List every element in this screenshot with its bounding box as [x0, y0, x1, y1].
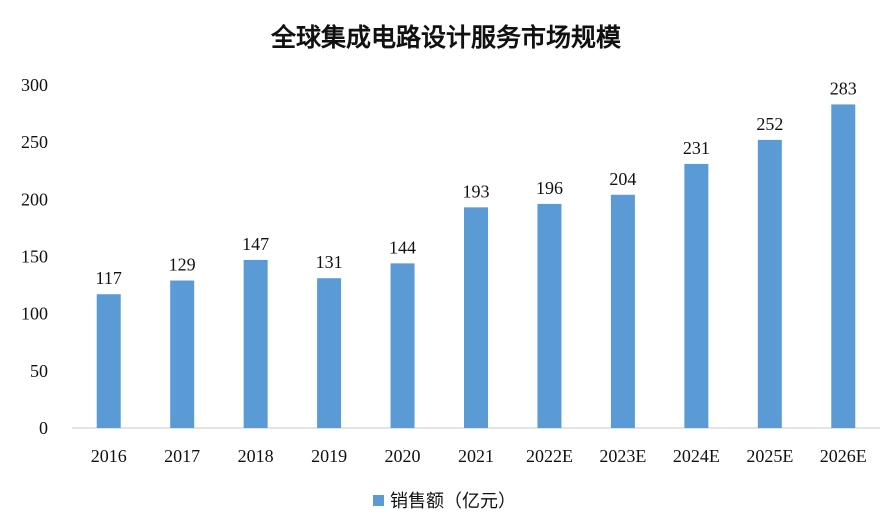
bar: [537, 203, 562, 428]
data-label: 117: [96, 268, 122, 288]
x-tick-label: 2025E: [746, 446, 793, 466]
data-label: 193: [463, 181, 490, 201]
data-label: 283: [830, 78, 857, 98]
bar: [757, 139, 782, 428]
bar: [831, 104, 856, 428]
data-label: 252: [756, 114, 783, 134]
y-tick-label: 100: [21, 304, 48, 324]
bar: [170, 280, 195, 428]
y-tick-label: 0: [39, 418, 48, 438]
data-label: 144: [389, 237, 416, 257]
y-tick-label: 200: [21, 189, 48, 209]
x-tick-label: 2023E: [599, 446, 646, 466]
bar: [243, 259, 268, 428]
x-tick-label: 2018: [238, 446, 274, 466]
x-tick-label: 2016: [91, 446, 127, 466]
x-tick-label: 2026E: [820, 446, 867, 466]
bar: [317, 278, 342, 428]
data-label: 131: [316, 252, 343, 272]
data-label: 147: [242, 234, 269, 254]
x-tick-label: 2017: [164, 446, 200, 466]
legend-swatch: [373, 495, 384, 506]
bar-series: 117 129 147 131 144 193 196 204 231 252 283: [96, 78, 857, 428]
y-tick-label: 300: [21, 75, 48, 95]
bar: [390, 263, 415, 428]
data-label: 129: [169, 255, 196, 275]
legend-label: 销售额（亿元）: [390, 491, 516, 512]
data-label: 204: [609, 169, 636, 189]
y-tick-label: 50: [30, 361, 48, 381]
bar: [684, 163, 709, 428]
x-tick-label: 2024E: [673, 446, 720, 466]
legend: 销售额（亿元）: [373, 491, 516, 512]
bar: [610, 194, 635, 428]
data-label: 196: [536, 178, 563, 198]
x-tick-label: 2020: [385, 446, 421, 466]
chart-title: 全球集成电路设计服务市场规模: [270, 23, 622, 52]
y-tick-label: 250: [21, 132, 48, 152]
data-label: 231: [683, 138, 710, 158]
x-tick-label: 2022E: [526, 446, 573, 466]
x-axis-ticks: 2016 2017 2018 2019 2020 2021 2022E 2023E 2024E 2…: [91, 446, 867, 466]
y-axis: 0 50 100 150 200 250 300: [21, 75, 48, 438]
x-tick-label: 2021: [458, 446, 494, 466]
y-tick-label: 150: [21, 247, 48, 267]
bar: [96, 294, 121, 428]
bar: [464, 207, 488, 428]
x-tick-label: 2019: [311, 446, 347, 466]
